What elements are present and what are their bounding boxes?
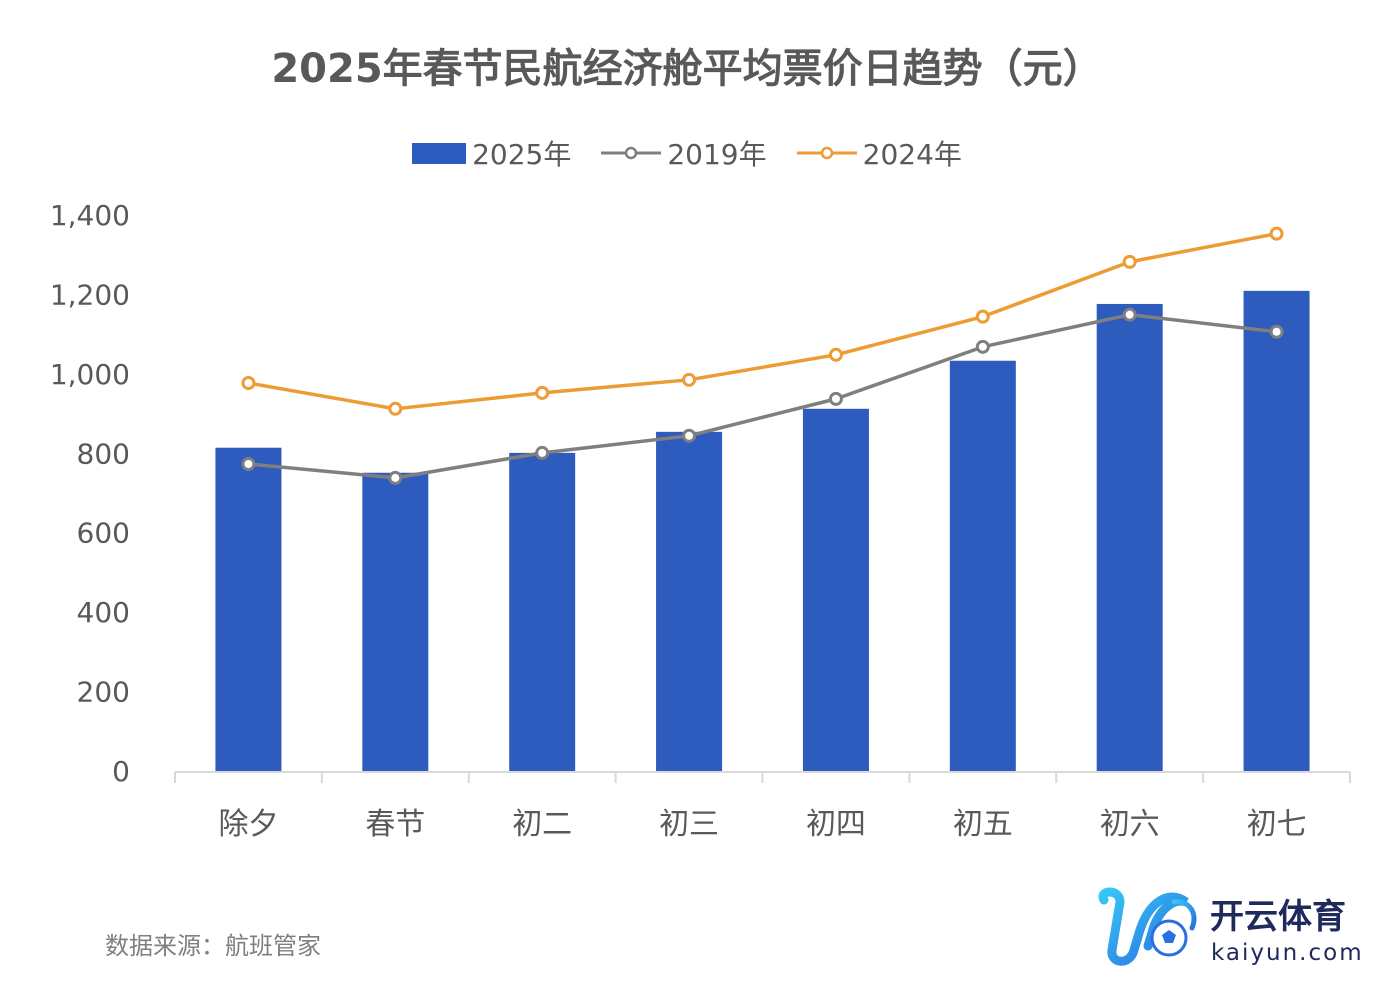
chart-title: 2025年春节民航经济舱平均票价日趋势（元） xyxy=(271,46,1103,92)
legend-label-2025: 2025年 xyxy=(472,138,572,171)
x-tick-label: 初二 xyxy=(512,807,572,842)
y-tick-label: 1,400 xyxy=(50,199,130,232)
x-tick-label: 初七 xyxy=(1247,807,1307,842)
line-2019 xyxy=(248,312,1277,480)
source-note: 数据来源：航班管家 xyxy=(105,932,321,960)
bar-2025 xyxy=(215,447,282,771)
legend-swatch-2025 xyxy=(412,142,467,164)
point-2024 xyxy=(1269,226,1284,241)
point-2024 xyxy=(1122,254,1137,269)
x-tick-label: 春节 xyxy=(365,807,425,842)
point-2024 xyxy=(975,309,990,324)
point-2024 xyxy=(241,375,256,390)
y-tick-label: 400 xyxy=(77,596,130,629)
bar-2025 xyxy=(949,360,1016,771)
x-tick-label: 初四 xyxy=(806,807,866,842)
legend-label-2024: 2024年 xyxy=(862,138,962,171)
x-tick-label: 初五 xyxy=(953,807,1013,842)
bar-2025 xyxy=(1243,290,1310,771)
logo-brand-cn: 开云体育 xyxy=(1210,897,1346,937)
kaiyun-logo: 开云体育 kaiyun.com xyxy=(1098,887,1364,966)
legend: 2025年 2019年 2024年 xyxy=(0,134,1374,172)
point-2019 xyxy=(1269,324,1284,339)
point-2019 xyxy=(975,339,990,354)
legend-item-2025: 2025年 xyxy=(412,133,571,173)
point-2024 xyxy=(388,401,403,416)
bar-2025 xyxy=(1096,303,1163,771)
bar-2025 xyxy=(802,408,869,771)
point-2019 xyxy=(1122,307,1137,322)
point-2024 xyxy=(828,347,843,362)
point-2019 xyxy=(535,445,550,460)
point-2019 xyxy=(828,391,843,406)
bar-2025 xyxy=(509,452,576,771)
y-tick-label: 800 xyxy=(77,437,130,470)
x-tick-label: 初三 xyxy=(659,807,719,842)
y-tick-label: 200 xyxy=(77,676,130,709)
x-tick-label: 除夕 xyxy=(218,807,278,842)
bar-2025 xyxy=(656,431,723,771)
legend-item-2019: 2019年 xyxy=(601,133,767,173)
point-2019 xyxy=(682,428,697,443)
y-tick-label: 0 xyxy=(112,755,130,788)
legend-item-2024: 2024年 xyxy=(796,133,962,173)
point-2024 xyxy=(535,385,550,400)
y-tick-label: 1,000 xyxy=(50,358,130,391)
y-tick-label: 600 xyxy=(77,517,130,550)
legend-swatch-2024 xyxy=(796,146,857,160)
point-2024 xyxy=(682,372,697,387)
legend-swatch-2019 xyxy=(601,146,662,160)
legend-label-2019: 2019年 xyxy=(667,138,767,171)
point-2019 xyxy=(388,470,403,485)
x-tick-label: 初六 xyxy=(1100,807,1160,842)
line-2024 xyxy=(248,231,1277,411)
bar-2025 xyxy=(362,472,429,771)
logo-brand-en: kaiyun.com xyxy=(1211,940,1364,966)
y-tick-label: 1,200 xyxy=(50,278,130,311)
point-2019 xyxy=(241,457,256,472)
